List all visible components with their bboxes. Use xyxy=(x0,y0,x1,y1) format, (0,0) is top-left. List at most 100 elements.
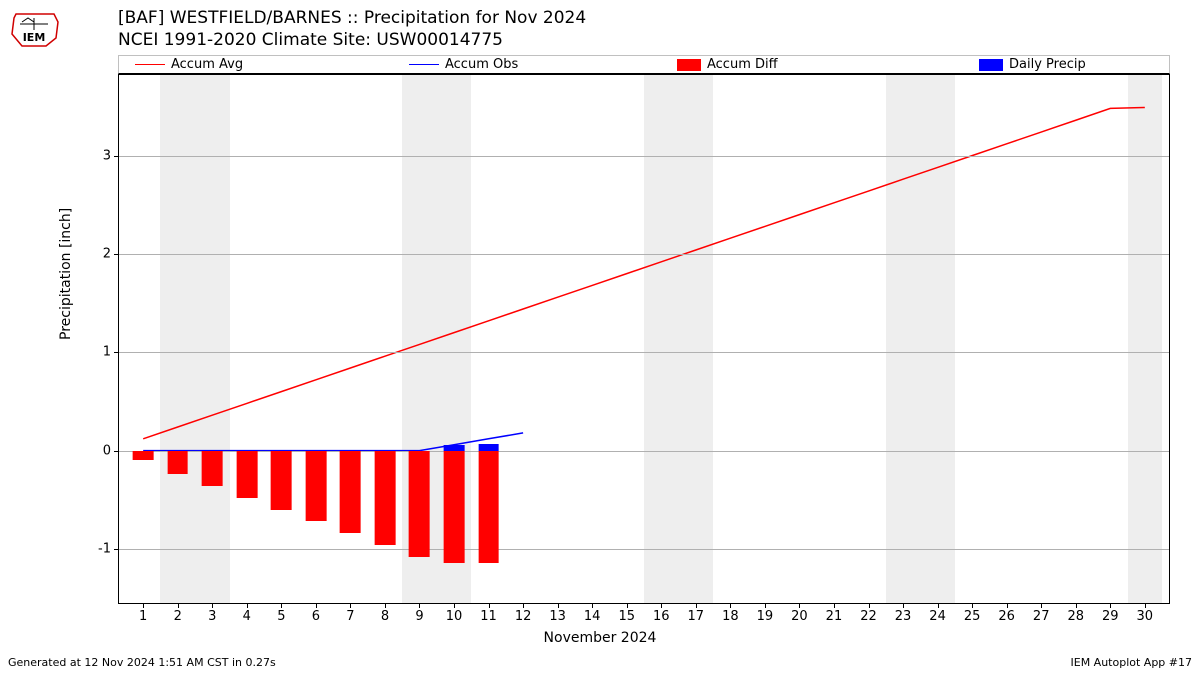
x-tick-label: 8 xyxy=(381,609,389,624)
y-axis-label: Precipitation [inch] xyxy=(58,208,74,340)
accum-diff-bar xyxy=(340,451,361,534)
accum-obs-line xyxy=(143,433,523,451)
x-tick-mark xyxy=(419,603,420,608)
footer-appname: IEM Autoplot App #17 xyxy=(1071,656,1193,669)
accum-diff-bar xyxy=(133,451,154,461)
x-tick-mark xyxy=(1110,603,1111,608)
x-tick-mark xyxy=(834,603,835,608)
legend-swatch-accum-diff xyxy=(677,59,701,71)
x-tick-label: 24 xyxy=(929,609,946,624)
accum-avg-line xyxy=(143,107,1145,438)
x-tick-label: 22 xyxy=(860,609,877,624)
x-tick-mark xyxy=(799,603,800,608)
x-tick-mark xyxy=(1145,603,1146,608)
chart-legend: Accum Avg Accum Obs Accum Diff Daily Pre… xyxy=(118,55,1170,74)
x-tick-label: 20 xyxy=(791,609,808,624)
x-tick-mark xyxy=(1041,603,1042,608)
accum-diff-bar xyxy=(271,451,292,510)
x-tick-mark xyxy=(765,603,766,608)
x-tick-label: 19 xyxy=(757,609,774,624)
x-tick-mark xyxy=(1007,603,1008,608)
x-tick-mark xyxy=(869,603,870,608)
x-tick-label: 25 xyxy=(964,609,981,624)
x-tick-mark xyxy=(972,603,973,608)
x-tick-label: 6 xyxy=(312,609,320,624)
x-tick-mark xyxy=(350,603,351,608)
x-tick-mark xyxy=(454,603,455,608)
x-tick-mark xyxy=(627,603,628,608)
x-tick-label: 18 xyxy=(722,609,739,624)
y-tick-mark xyxy=(114,254,119,255)
x-tick-label: 10 xyxy=(446,609,463,624)
gridline xyxy=(119,254,1169,255)
legend-swatch-daily-precip xyxy=(979,59,1003,71)
x-tick-mark xyxy=(938,603,939,608)
x-tick-mark xyxy=(212,603,213,608)
x-tick-mark xyxy=(1076,603,1077,608)
legend-swatch-accum-avg xyxy=(135,64,165,65)
x-tick-mark xyxy=(903,603,904,608)
y-tick-mark xyxy=(114,549,119,550)
x-tick-mark xyxy=(178,603,179,608)
x-tick-label: 21 xyxy=(826,609,843,624)
y-tick-label: 0 xyxy=(103,443,111,458)
legend-label-accum-avg: Accum Avg xyxy=(171,57,243,72)
x-tick-label: 12 xyxy=(515,609,532,624)
y-tick-label: 3 xyxy=(103,148,111,163)
y-tick-mark xyxy=(114,352,119,353)
x-tick-mark xyxy=(661,603,662,608)
x-tick-label: 5 xyxy=(277,609,285,624)
x-tick-mark xyxy=(247,603,248,608)
y-tick-label: 2 xyxy=(103,246,111,261)
x-tick-label: 16 xyxy=(653,609,670,624)
legend-label-accum-obs: Accum Obs xyxy=(445,57,518,72)
x-axis-label: November 2024 xyxy=(0,630,1200,646)
x-tick-label: 14 xyxy=(584,609,601,624)
x-tick-mark xyxy=(489,603,490,608)
accum-diff-bar xyxy=(478,451,499,563)
accum-diff-bar xyxy=(444,451,465,563)
x-tick-label: 3 xyxy=(208,609,216,624)
chart-plot-area: -101231234567891011121314151617181920212… xyxy=(118,74,1170,604)
x-tick-mark xyxy=(730,603,731,608)
accum-diff-bar xyxy=(306,451,327,522)
accum-diff-bar xyxy=(236,451,257,498)
x-tick-label: 15 xyxy=(618,609,635,624)
accum-diff-bar xyxy=(409,451,430,557)
x-tick-mark xyxy=(316,603,317,608)
accum-diff-bar xyxy=(167,451,188,475)
chart-title-line2: NCEI 1991-2020 Climate Site: USW00014775 xyxy=(118,30,586,50)
daily-precip-bar xyxy=(444,445,465,451)
svg-text:IEM: IEM xyxy=(23,31,46,44)
x-tick-label: 29 xyxy=(1102,609,1119,624)
x-tick-label: 23 xyxy=(895,609,912,624)
x-tick-mark xyxy=(281,603,282,608)
x-tick-mark xyxy=(523,603,524,608)
legend-label-daily-precip: Daily Precip xyxy=(1009,57,1086,72)
y-tick-label: 1 xyxy=(103,345,111,360)
gridline xyxy=(119,352,1169,353)
y-tick-mark xyxy=(114,156,119,157)
iem-logo-icon: IEM xyxy=(8,8,60,48)
gridline xyxy=(119,549,1169,550)
x-tick-label: 28 xyxy=(1067,609,1084,624)
chart-title-line1: [BAF] WESTFIELD/BARNES :: Precipitation … xyxy=(118,8,586,28)
x-tick-mark xyxy=(592,603,593,608)
x-tick-label: 4 xyxy=(243,609,251,624)
x-tick-mark xyxy=(385,603,386,608)
x-tick-mark xyxy=(558,603,559,608)
x-tick-label: 2 xyxy=(174,609,182,624)
x-tick-label: 13 xyxy=(549,609,566,624)
y-tick-label: -1 xyxy=(98,541,111,556)
x-tick-label: 17 xyxy=(688,609,705,624)
gridline xyxy=(119,156,1169,157)
legend-label-accum-diff: Accum Diff xyxy=(707,57,778,72)
x-tick-label: 7 xyxy=(346,609,354,624)
accum-diff-bar xyxy=(375,451,396,545)
y-tick-mark xyxy=(114,451,119,452)
x-tick-label: 1 xyxy=(139,609,147,624)
x-tick-label: 30 xyxy=(1137,609,1154,624)
legend-swatch-accum-obs xyxy=(409,64,439,65)
x-tick-label: 27 xyxy=(1033,609,1050,624)
x-tick-label: 11 xyxy=(480,609,497,624)
